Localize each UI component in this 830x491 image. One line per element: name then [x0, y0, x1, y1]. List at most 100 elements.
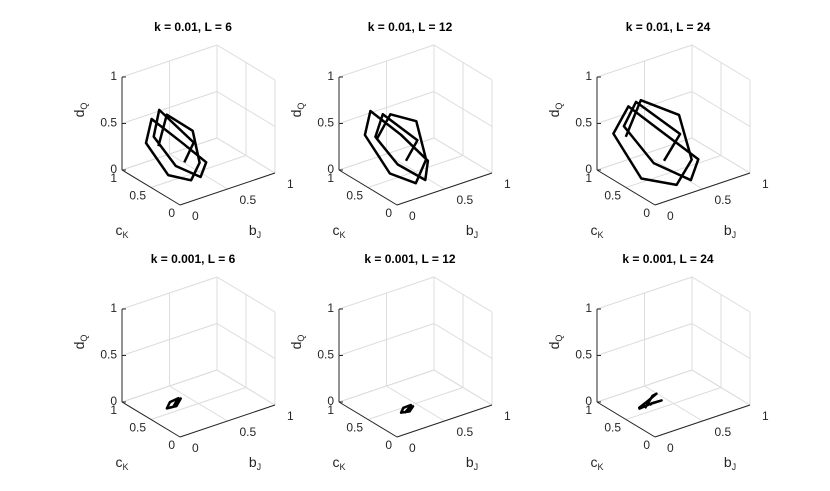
grid-line — [367, 387, 464, 420]
y-tick-label: 0.5 — [604, 189, 621, 203]
axis-label-main: c — [590, 222, 597, 238]
axis-label-sub: K — [339, 462, 345, 472]
y-tick-label: 1 — [327, 171, 334, 185]
y-tick-label: 0.5 — [604, 421, 621, 435]
axis-label-main: d — [546, 342, 562, 350]
y-tick-label: 0 — [385, 438, 392, 452]
y-axis — [121, 401, 181, 438]
x-tick-label: 0.5 — [457, 193, 474, 207]
z-tick-label: 1 — [585, 301, 592, 315]
z-tick-label: 0 — [110, 394, 117, 408]
axis-label-sub: Q — [296, 103, 306, 110]
z-tick-label: 0.5 — [317, 116, 334, 130]
x-tick-label: 0 — [667, 209, 674, 223]
grid-line — [596, 369, 693, 403]
y-tick-label: 1 — [585, 171, 592, 185]
axis-label-main: d — [288, 110, 304, 118]
axis-label-sub: K — [597, 462, 603, 472]
grid-line — [338, 137, 435, 171]
y-tick-label: 0 — [643, 206, 650, 220]
x-tick-label: 0.5 — [240, 193, 257, 207]
axis-label-sub: K — [122, 230, 128, 240]
trajectory — [612, 98, 700, 187]
subplot-title: k = 0.001, L = 12 — [364, 252, 456, 266]
grid-line — [150, 155, 247, 188]
axis-label-sub: J — [474, 462, 479, 472]
y-tick-label: 0 — [168, 438, 175, 452]
axis-label-sub: Q — [554, 335, 564, 342]
trajectory — [399, 403, 415, 414]
subplot-title: k = 0.01, L = 12 — [368, 20, 453, 34]
subplot-title: k = 0.01, L = 24 — [626, 20, 711, 34]
y-tick-label: 0.5 — [129, 421, 146, 435]
axis-label: dQ — [71, 103, 90, 118]
axis-label-sub: Q — [296, 335, 306, 342]
grid-line — [121, 369, 218, 403]
x-tick-label: 0 — [667, 441, 674, 455]
axis-label-main: d — [71, 110, 87, 118]
y-tick-label: 1 — [110, 171, 117, 185]
axis-label-sub: Q — [79, 103, 89, 110]
axis-label: dQ — [546, 335, 565, 350]
axis-label: bJ — [466, 454, 478, 473]
x-axis — [654, 172, 751, 206]
axis-label-main: d — [71, 342, 87, 350]
x-tick-label: 0.5 — [240, 425, 257, 439]
axis-label: cK — [590, 222, 603, 241]
x-tick-label: 0 — [192, 441, 199, 455]
grid-line — [367, 155, 464, 188]
subplot-title: k = 0.001, L = 6 — [151, 252, 236, 266]
x-tick-label: 1 — [504, 177, 511, 191]
y-tick-label: 0.5 — [346, 421, 363, 435]
y-tick-label: 0 — [168, 206, 175, 220]
x-tick-label: 1 — [762, 177, 769, 191]
axis-label-sub: Q — [554, 103, 564, 110]
axis-label: dQ — [288, 103, 307, 118]
axis-label-main: c — [332, 222, 339, 238]
axis-label-main: c — [590, 454, 597, 470]
axis-label: bJ — [249, 454, 261, 473]
x-axis — [396, 404, 493, 438]
axis-label-sub: J — [257, 230, 262, 240]
trajectory — [165, 396, 182, 410]
x-tick-label: 0 — [409, 209, 416, 223]
axis-label-main: b — [724, 454, 732, 470]
subplot-title: k = 0.01, L = 6 — [154, 20, 232, 34]
trajectory — [363, 109, 430, 185]
z-tick-label: 0 — [327, 394, 334, 408]
axis-label: bJ — [724, 222, 736, 241]
axis-label: dQ — [546, 103, 565, 118]
axis-label-sub: J — [732, 462, 737, 472]
y-axis — [596, 401, 656, 438]
axis-label-main: d — [546, 110, 562, 118]
z-tick-label: 1 — [585, 69, 592, 83]
grid-line — [338, 369, 435, 403]
axis-label-sub: K — [597, 230, 603, 240]
y-tick-label: 1 — [585, 403, 592, 417]
axis-label-main: b — [249, 222, 257, 238]
grid-line — [121, 137, 218, 171]
axis-label-sub: Q — [79, 335, 89, 342]
axis-label: cK — [115, 222, 128, 241]
trajectory — [637, 392, 663, 410]
z-tick-label: 0.5 — [100, 348, 117, 362]
y-axis — [338, 169, 398, 206]
x-axis — [179, 172, 276, 206]
axis-label: bJ — [466, 222, 478, 241]
axis-label: cK — [332, 222, 345, 241]
y-axis — [121, 169, 181, 206]
y-tick-label: 0.5 — [129, 189, 146, 203]
z-tick-label: 0 — [327, 162, 334, 176]
x-tick-label: 1 — [287, 177, 294, 191]
y-tick-label: 1 — [110, 403, 117, 417]
axis-label: cK — [115, 454, 128, 473]
axis-label-sub: K — [122, 462, 128, 472]
z-tick-label: 1 — [110, 69, 117, 83]
z-tick-label: 0.5 — [575, 116, 592, 130]
x-tick-label: 1 — [762, 409, 769, 423]
x-tick-label: 0 — [409, 441, 416, 455]
axis-label-main: c — [115, 454, 122, 470]
